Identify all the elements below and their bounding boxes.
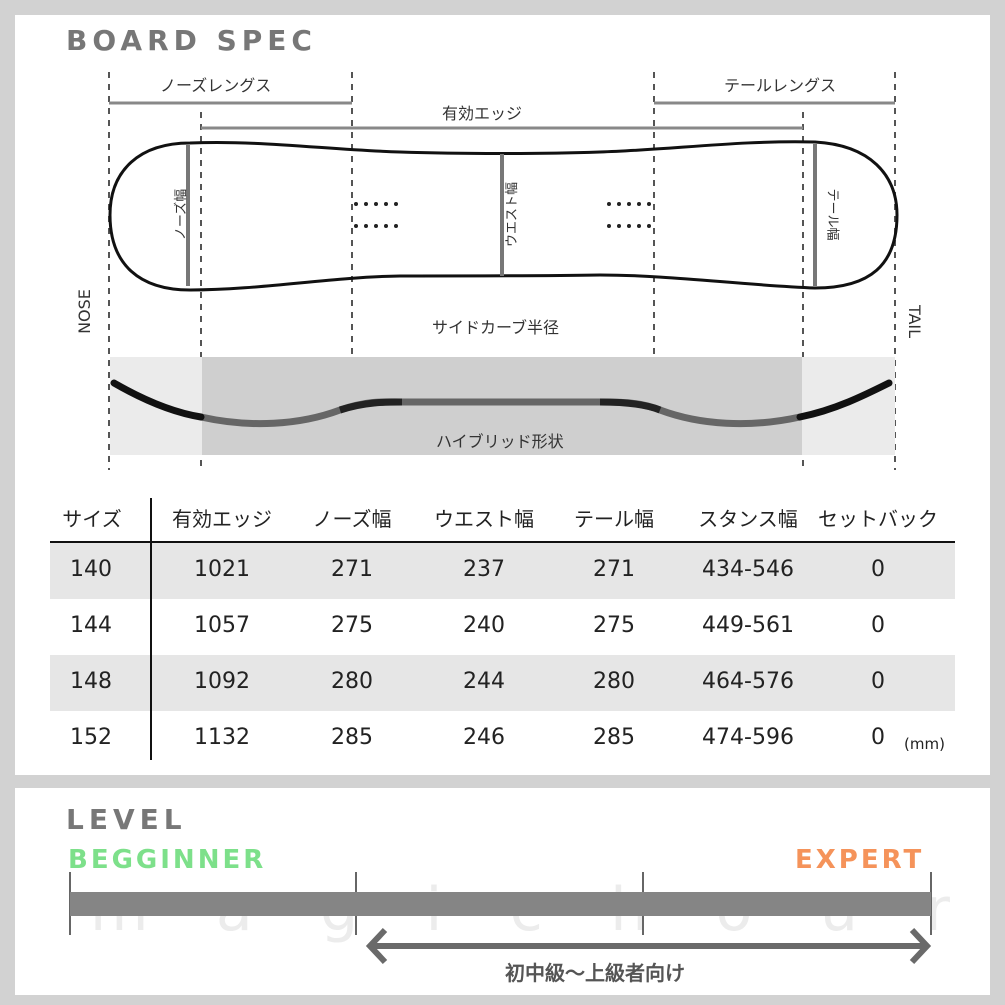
table-cell: 148: [70, 669, 112, 694]
col-header-nose: ノーズ幅: [312, 507, 392, 531]
board-spec-title: BOARD SPEC: [66, 24, 317, 57]
nose-label: NOSE: [74, 289, 94, 334]
table-cell: 271: [593, 557, 635, 582]
table-cell: 275: [593, 613, 635, 638]
level-title: LEVEL: [66, 803, 187, 836]
table-cell: 240: [463, 613, 505, 638]
table-cell: 474-596: [702, 725, 794, 750]
table-cell: 0: [871, 725, 885, 750]
board-diagram: [108, 72, 899, 470]
table-cell: 140: [70, 557, 112, 582]
col-header-stance: スタンス幅: [698, 507, 798, 531]
tail-width-label: テール幅: [824, 188, 840, 241]
beginner-label: BEGGINNER: [68, 845, 267, 875]
binding-inserts: [354, 202, 651, 228]
table-cell: 449-561: [702, 613, 794, 638]
col-header-waist: ウエスト幅: [434, 507, 534, 531]
sidecut-label: サイドカーブ半径: [432, 318, 560, 337]
table-cell: 285: [331, 725, 373, 750]
table-cell: 1092: [194, 669, 250, 694]
nose-width-label: ノーズ幅: [174, 188, 190, 241]
profile-rocker: [110, 379, 893, 421]
col-header-size: サイズ: [62, 507, 122, 531]
table-cell: 1132: [194, 725, 250, 750]
col-header-setback: セットバック: [818, 507, 938, 531]
level-range-arrow: [365, 927, 932, 965]
table-cell: 280: [593, 669, 635, 694]
profile-label: ハイブリッド形状: [436, 432, 564, 451]
unit-label: (mm): [904, 735, 945, 753]
table-cell: 152: [70, 725, 112, 750]
tail-length-label: テールレングス: [724, 76, 837, 95]
table-row: [50, 543, 955, 599]
table-cell: 244: [463, 669, 505, 694]
level-bar: [70, 892, 931, 916]
table-cell: 0: [871, 669, 885, 694]
level-range-label: 初中級～上級者向け: [505, 961, 685, 985]
table-cell: 275: [331, 613, 373, 638]
table-cell: 246: [463, 725, 505, 750]
table-cell: 285: [593, 725, 635, 750]
col-header-tail: テール幅: [574, 507, 654, 531]
table-cell: 464-576: [702, 669, 794, 694]
table-row: [50, 655, 955, 711]
table-cell: 144: [70, 613, 112, 638]
table-cell: 434-546: [702, 557, 794, 582]
level-scale: [69, 872, 932, 965]
waist-width-label: ウエスト幅: [505, 181, 521, 248]
effective-edge-label: 有効エッジ: [442, 104, 523, 123]
tail-label: TAIL: [905, 304, 925, 339]
nose-length-label: ノーズレングス: [160, 76, 272, 95]
col-header-edge: 有効エッジ: [172, 507, 272, 531]
table-cell: 1057: [194, 613, 250, 638]
expert-label: EXPERT: [795, 845, 925, 875]
table-cell: 237: [463, 557, 505, 582]
table-cell: 0: [871, 557, 885, 582]
table-cell: 0: [871, 613, 885, 638]
table-cell: 280: [331, 669, 373, 694]
table-cell: 1021: [194, 557, 250, 582]
table-cell: 271: [331, 557, 373, 582]
level-panel: [15, 788, 990, 995]
board-outline: [108, 140, 899, 292]
